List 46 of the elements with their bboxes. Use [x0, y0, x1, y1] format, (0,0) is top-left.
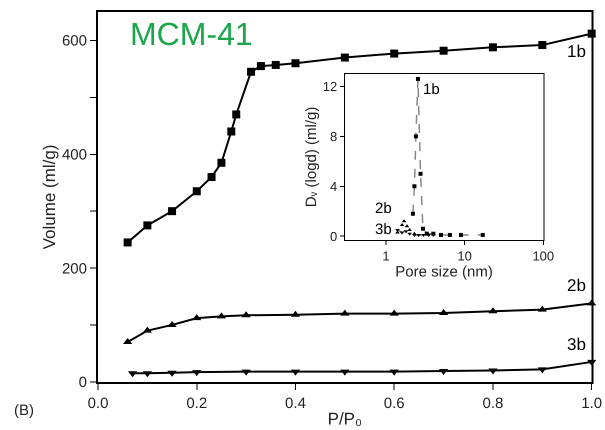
y-tick-label: 200 — [62, 260, 88, 278]
point — [256, 62, 265, 70]
point — [232, 110, 240, 118]
point — [227, 128, 236, 136]
chart-title: MCM-41 — [130, 16, 253, 52]
x-tick-label: 100 — [532, 248, 554, 264]
y-tick-label: 400 — [62, 146, 88, 164]
point — [217, 158, 226, 167]
x-axis-title: P/P₀ — [328, 410, 362, 429]
x-tick-label: 0.8 — [482, 394, 504, 412]
point — [192, 187, 201, 196]
y-axis-title: Dᵥ (logd) (ml/g) — [303, 106, 320, 208]
x-axis-title: Pore size (nm) — [395, 264, 493, 281]
x-tick-label: 0.4 — [285, 394, 306, 412]
x-tick-label: 1.0 — [581, 394, 602, 412]
x-tick-label: 1 — [382, 248, 390, 264]
point — [488, 43, 497, 52]
y-tick-label: 12 — [322, 78, 338, 94]
y-tick-label: 8 — [330, 128, 338, 144]
point — [208, 173, 216, 182]
series-label: 1b — [423, 81, 440, 98]
point — [247, 68, 256, 76]
y-tick-label: 4 — [330, 178, 338, 194]
x-tick-label: 10 — [457, 248, 472, 264]
series-label: 3b — [567, 335, 586, 354]
point — [340, 54, 349, 62]
series-label: 2b — [567, 276, 586, 295]
x-tick-label: 0.0 — [88, 394, 108, 412]
point — [272, 60, 280, 69]
x-tick-label: 0.2 — [186, 394, 208, 412]
text: (B) — [14, 402, 34, 419]
point — [124, 238, 132, 246]
point — [143, 221, 152, 230]
point — [390, 50, 398, 58]
y-axis-title: Volume (ml/g) — [40, 144, 60, 250]
x-tick-label: 0.6 — [384, 394, 405, 412]
point — [291, 59, 300, 68]
point — [538, 41, 546, 50]
point — [440, 46, 448, 55]
series-label: 1b — [567, 42, 586, 61]
point — [168, 207, 176, 216]
y-tick-label: 0 — [330, 228, 338, 244]
y-tick-label: 600 — [62, 32, 88, 50]
series-label: 3b — [375, 221, 392, 238]
series-label: 2b — [375, 200, 392, 217]
y-tick-label: 0 — [78, 374, 88, 392]
